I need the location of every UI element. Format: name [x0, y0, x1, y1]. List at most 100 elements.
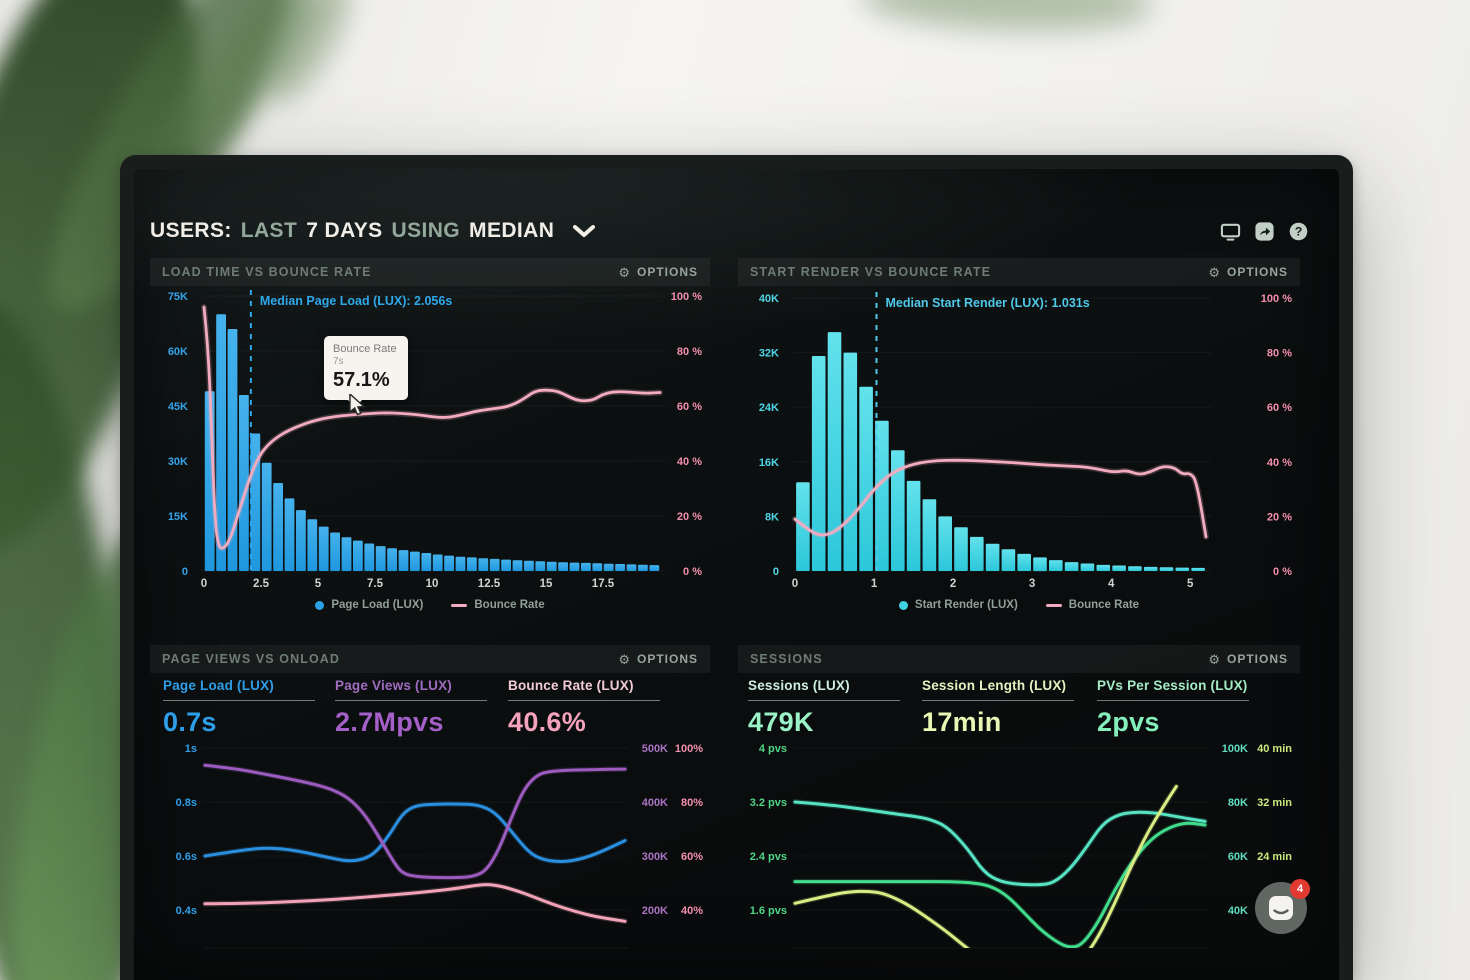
panel-title: START RENDER VS BOUNCE RATE [750, 265, 992, 279]
y-axis-tick: 0.8s [176, 797, 197, 809]
y3-axis-tick: 40 min [1257, 743, 1292, 755]
y3-axis-tick: 100% [675, 743, 703, 755]
chat-widget-button[interactable]: 4 [1255, 879, 1310, 934]
tooltip-value: 57.1% [333, 369, 390, 391]
help-icon[interactable]: ? [1288, 221, 1309, 242]
y2-axis-tick: 200K [642, 905, 668, 917]
title-users: USERS: [150, 219, 232, 242]
y-axis-tick: 0.6s [176, 851, 197, 863]
line-Page Load (LUX) [203, 802, 627, 863]
mouse-cursor [349, 394, 366, 416]
panel-load-time-vs-bounce-rate: LOAD TIME VS BOUNCE RATE ⚙ OPTIONS 75K 100… [150, 258, 710, 625]
median-label: Median Start Render (LUX): 1.031s [885, 296, 1089, 310]
x-axis-tick: 5 [1187, 578, 1194, 590]
x-axis-tick: 12.5 [478, 578, 501, 590]
y2-axis-tick: 500K [642, 743, 668, 755]
y2-axis-tick: 20 % [677, 511, 702, 523]
line-Bounce Rate (LUX) [203, 883, 627, 923]
options-button[interactable]: ⚙ OPTIONS [1208, 651, 1288, 667]
gear-icon: ⚙ [618, 264, 631, 280]
y3-axis-tick: 60% [681, 851, 703, 863]
panel-header: LOAD TIME VS BOUNCE RATE ⚙ OPTIONS [150, 258, 710, 286]
tooltip-series: Bounce Rate [333, 343, 397, 355]
panel-page-views-vs-onload: PAGE VIEWS VS ONLOAD ⚙ OPTIONS Page Load … [150, 645, 710, 980]
panel-title: SESSIONS [750, 652, 823, 666]
y3-axis-tick: 40% [681, 905, 703, 917]
legend-label: Bounce Rate [1068, 599, 1140, 611]
legend-item[interactable]: Bounce Rate [451, 599, 545, 611]
sessions-line-chart[interactable]: 4 pvs 100K 40 min 3.2 pvs 80K 32 min 2.4 pvs 60… [738, 740, 1300, 980]
y2-axis-tick: 40 % [677, 456, 702, 468]
x-axis-tick: 0 [792, 578, 798, 590]
y2-axis-tick: 60 % [677, 401, 702, 413]
legend-dot-icon [315, 600, 325, 610]
title-median: MEDIAN [469, 219, 555, 242]
y2-axis-tick: 100K [1222, 743, 1248, 755]
y-axis-tick: 1s [185, 743, 197, 755]
y3-axis-tick: 80% [681, 797, 703, 809]
chart-legend: Start Render (LUX) Bounce Rate [738, 599, 1300, 611]
y2-axis-tick: 80 % [1267, 348, 1292, 360]
y2-axis-tick: 100 % [671, 291, 702, 303]
start-render-histogram-chart[interactable]: 40K 100 % 32K 80 % 24K 60 % 16K 40 % 8K 20 % 0 0 % 0… [738, 286, 1300, 602]
page-views-onload-line-chart[interactable]: 1s 500K 100% 0.8s 400K 80% 0.6s 300K 60% 0.4s 200K… [150, 740, 710, 980]
y2-axis-tick: 40K [1228, 905, 1248, 917]
options-button[interactable]: ⚙ OPTIONS [1208, 264, 1288, 280]
title-last: LAST [240, 219, 298, 242]
panel-start-render-vs-bounce-rate: START RENDER VS BOUNCE RATE ⚙ OPTIONS 40K… [738, 258, 1300, 625]
plant-leaf [861, 0, 1153, 36]
legend-item[interactable]: Start Render (LUX) [898, 599, 1018, 611]
x-axis-tick: 3 [1029, 578, 1035, 590]
y2-axis-tick: 400K [642, 797, 668, 809]
y-axis-tick: 0.4s [176, 905, 197, 917]
legend-item[interactable]: Page Load (LUX) [315, 599, 423, 611]
y-axis-tick: 75K [168, 291, 188, 303]
share-icon[interactable] [1254, 221, 1275, 242]
y-axis-tick: 40K [759, 293, 779, 305]
dashboard-header: USERS: LAST 7 DAYS USING MEDIAN ? [150, 216, 1309, 246]
y-axis-tick: 2.4 pvs [750, 851, 787, 863]
x-axis-tick: 7.5 [367, 578, 384, 590]
panel-title: LOAD TIME VS BOUNCE RATE [162, 265, 372, 279]
line-Session Length (LUX) [793, 785, 1178, 948]
x-axis-tick: 15 [540, 578, 553, 590]
legend-item[interactable]: Bounce Rate [1045, 599, 1140, 611]
y-axis-tick: 24K [759, 402, 779, 414]
bars-Start Render (LUX) [796, 332, 1205, 572]
metric-bounce-rate: Bounce Rate (LUX) 40.6% [508, 678, 660, 738]
y-axis-tick: 1.6 pvs [750, 905, 787, 917]
y2-axis-tick: 20 % [1267, 511, 1292, 523]
svg-text:?: ? [1295, 224, 1303, 238]
x-axis-tick: 2 [950, 578, 956, 590]
y2-axis-tick: 0 % [1273, 566, 1292, 578]
dashboard-screen: USERS: LAST 7 DAYS USING MEDIAN ? LOAD T… [134, 169, 1339, 980]
y2-axis-tick: 80K [1228, 797, 1248, 809]
y2-axis-tick: 60 % [1267, 402, 1292, 414]
y-axis-tick: 4 pvs [759, 743, 787, 755]
x-axis-tick: 17.5 [592, 578, 615, 590]
gear-icon: ⚙ [618, 651, 631, 667]
panel-header: PAGE VIEWS VS ONLOAD ⚙ OPTIONS [150, 645, 710, 673]
median-label: Median Page Load (LUX): 2.056s [260, 294, 452, 308]
y-axis-tick: 0 [182, 566, 188, 578]
y2-axis-tick: 300K [642, 851, 668, 863]
options-button[interactable]: ⚙ OPTIONS [618, 651, 698, 667]
x-axis-tick: 1 [871, 578, 878, 590]
display-icon[interactable] [1220, 221, 1241, 242]
chat-unread-badge: 4 [1290, 879, 1310, 899]
metric-page-load: Page Load (LUX) 0.7s [163, 678, 315, 738]
y-axis-tick: 0 [773, 566, 779, 578]
y-axis-tick: 45K [168, 401, 188, 413]
metrics-row: Page Load (LUX) 0.7s Page Views (LUX) 2.… [150, 678, 710, 740]
y-axis-tick: 60K [168, 346, 188, 358]
options-button[interactable]: ⚙ OPTIONS [618, 264, 698, 280]
y2-axis-tick: 100 % [1261, 293, 1292, 305]
y3-axis-tick: 32 min [1257, 797, 1292, 809]
chevron-down-icon [573, 224, 596, 237]
y-axis-tick: 16K [759, 457, 779, 469]
timeframe-dropdown[interactable]: USERS: LAST 7 DAYS USING MEDIAN [150, 219, 596, 243]
y3-axis-tick: 24 min [1257, 851, 1292, 863]
load-time-histogram-chart[interactable]: 75K 100 % 60K 80 % 45K 60 % 30K 40 % 15K 20 % 0 0 %… [150, 286, 710, 602]
x-axis-tick: 10 [426, 578, 439, 590]
y2-axis-tick: 80 % [677, 346, 702, 358]
